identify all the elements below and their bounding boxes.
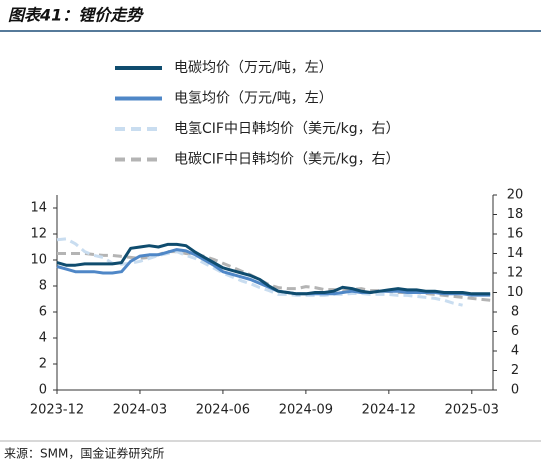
legend-label: 电氢均价（万元/吨，左） — [174, 91, 333, 107]
y2-tick-label: 0 — [511, 383, 519, 398]
y-tick-label: 4 — [39, 331, 47, 346]
series-line — [56, 237, 463, 307]
y2-tick-label: 6 — [511, 324, 519, 339]
y2-tick-label: 18 — [507, 207, 524, 222]
y2-tick-label: 12 — [507, 266, 524, 281]
y2-tick-label: 2 — [511, 363, 519, 378]
legend-label: 电碳CIF中日韩均价（美元/kg，右） — [174, 152, 400, 168]
x-tick-label: 2024-09 — [279, 403, 333, 418]
y2-tick-label: 8 — [511, 305, 519, 320]
x-tick-label: 2024-03 — [113, 403, 167, 418]
y-tick-label: 2 — [39, 357, 47, 372]
x-tick-label: 2024-12 — [362, 403, 416, 418]
y2-tick-label: 16 — [507, 227, 524, 242]
y-tick-label: 14 — [30, 201, 47, 216]
y2-tick-label: 4 — [511, 344, 519, 359]
series-line — [56, 242, 491, 296]
source: 来源：SMM，国金证券研究所 — [4, 446, 164, 461]
x-tick-label: 2023-12 — [30, 403, 84, 418]
y-tick-label: 8 — [39, 279, 47, 294]
y-tick-label: 12 — [30, 227, 47, 242]
x-tick-label: 2024-06 — [196, 403, 250, 418]
legend-label: 电氢CIF中日韩均价（美元/kg，右） — [174, 121, 400, 137]
y2-tick-label: 10 — [507, 285, 524, 300]
y-tick-label: 10 — [30, 253, 47, 268]
legend-label: 电碳均价（万元/吨，左） — [174, 60, 333, 76]
x-tick-label: 2025-03 — [445, 403, 499, 418]
y-tick-label: 0 — [39, 383, 47, 398]
y2-tick-label: 14 — [507, 246, 524, 261]
y-tick-label: 6 — [39, 305, 47, 320]
chart-title: 图表41：锂价走势 — [8, 6, 144, 25]
y2-tick-label: 20 — [507, 188, 524, 203]
